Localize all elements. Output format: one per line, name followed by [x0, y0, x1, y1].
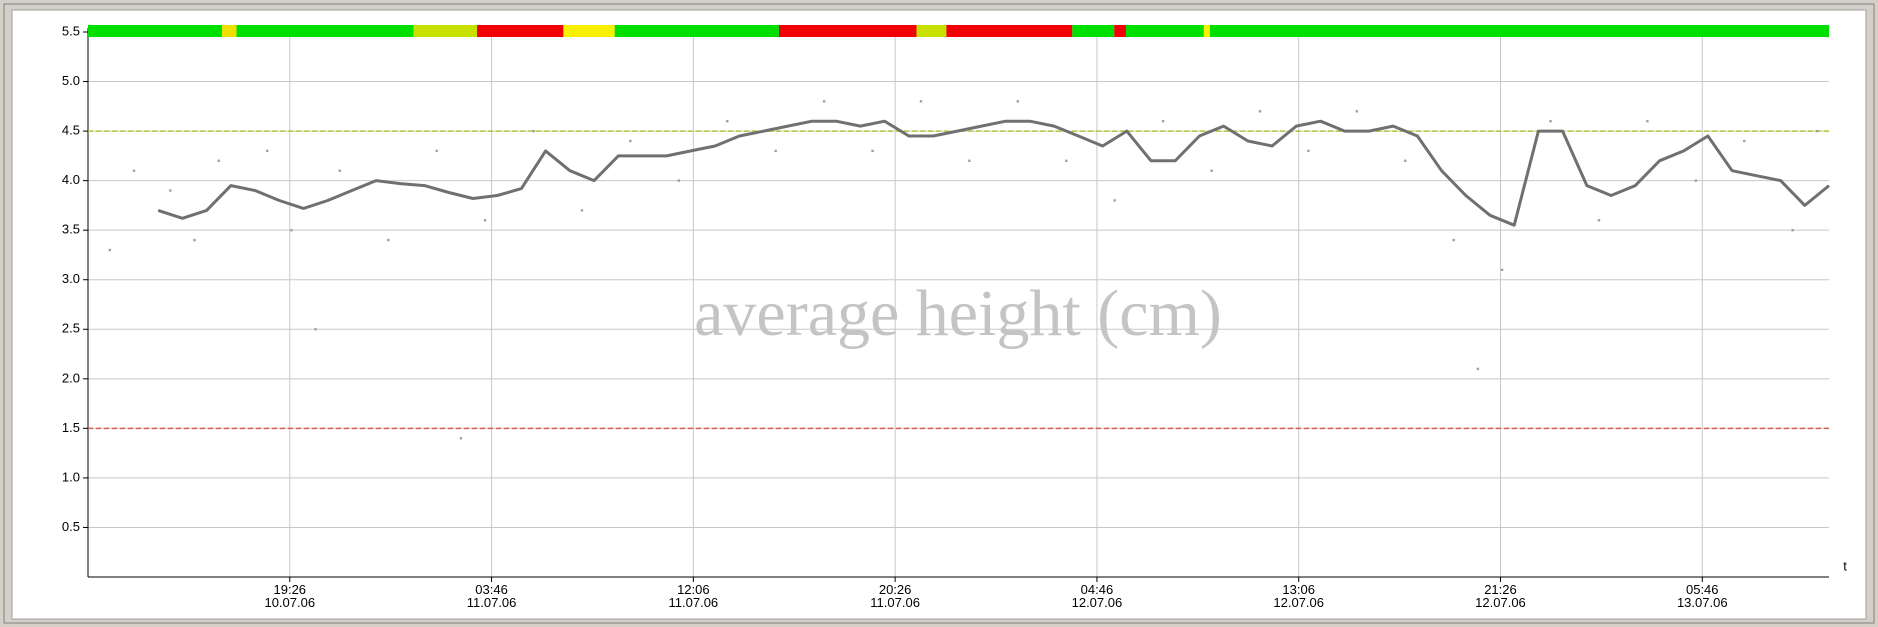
sample-point: [1743, 139, 1746, 143]
sample-point: [217, 159, 220, 163]
sample-point: [1500, 268, 1504, 272]
x-tick-label: 03:46 11.07.06: [466, 582, 517, 610]
sample-point: [1210, 169, 1213, 172]
x-tick-label: 20:26 11.07.06: [870, 582, 920, 610]
sample-point: [265, 149, 269, 153]
status-segment: [1114, 25, 1126, 37]
sample-point: [822, 100, 826, 103]
watermark-title: average height (cm): [694, 277, 1222, 350]
status-segment: [1125, 25, 1204, 37]
sample-point: [483, 219, 487, 222]
status-segment: [1209, 25, 1829, 37]
status-segment: [614, 25, 779, 37]
sample-point: [1597, 219, 1601, 222]
x-tick-label: 04:46 12.07.06: [1071, 582, 1123, 610]
sample-point: [338, 169, 342, 172]
sample-point: [1476, 367, 1480, 371]
sample-point: [1016, 100, 1020, 103]
sample-point: [1065, 159, 1068, 163]
average-line: [157, 119, 1830, 227]
sample-point: [1791, 228, 1794, 232]
y-tick-label: 3.0: [62, 271, 80, 286]
y-tick-label: 3.5: [62, 222, 80, 237]
x-tick-label: 12:06 11.07.06: [668, 582, 719, 610]
sample-point: [1815, 129, 1819, 133]
y-tick-label: 2.0: [62, 370, 80, 385]
x-axis-label: t: [1843, 558, 1847, 573]
y-tick-label: 5.5: [62, 23, 80, 38]
sample-point: [1646, 119, 1649, 123]
status-segment: [916, 25, 947, 37]
sample-point: [1161, 119, 1165, 123]
sample-point: [677, 179, 681, 182]
sample-point: [314, 328, 317, 331]
sample-point: [1549, 119, 1552, 123]
status-segment: [236, 25, 414, 37]
sample-point: [1452, 238, 1455, 242]
status-segment: [1072, 25, 1115, 37]
status-segment: [1203, 25, 1210, 37]
sample-point: [435, 149, 438, 153]
sample-point: [1113, 199, 1116, 202]
sample-point: [532, 129, 535, 133]
sample-point: [387, 238, 390, 242]
sample-point: [290, 228, 293, 232]
y-tick-label: 4.0: [62, 172, 80, 187]
status-segment: [778, 25, 917, 37]
sample-point: [968, 159, 971, 163]
sample-point: [132, 169, 136, 172]
sample-point: [1258, 110, 1262, 113]
sample-point: [726, 119, 729, 123]
status-segment: [946, 25, 1073, 37]
y-tick-label: 5.0: [62, 73, 80, 88]
sample-point: [1404, 159, 1407, 163]
y-tick-label: 4.5: [62, 123, 80, 138]
y-tick-label: 1.5: [62, 420, 80, 435]
sample-point: [1307, 149, 1310, 153]
sample-point: [580, 209, 584, 212]
status-segment: [221, 25, 237, 37]
sample-point: [1694, 179, 1698, 182]
y-tick-label: 0.5: [62, 519, 80, 534]
sample-point: [193, 238, 196, 242]
x-tick-label: 13:06 12.07.06: [1273, 582, 1324, 610]
status-segment: [563, 25, 615, 37]
sample-point: [459, 437, 463, 440]
sample-point: [169, 189, 172, 192]
y-tick-label: 1.0: [62, 469, 80, 484]
status-segment: [413, 25, 478, 37]
sample-point: [108, 248, 111, 252]
y-tick-label: 2.5: [62, 321, 80, 336]
plot-background: [11, 9, 1867, 620]
x-tick-label: 21:26 12.07.06: [1475, 582, 1526, 610]
sample-point: [1355, 110, 1359, 113]
status-segment: [477, 25, 564, 37]
sample-point: [774, 149, 777, 153]
sample-point: [919, 100, 923, 103]
x-tick-label: 19:26 10.07.06: [264, 582, 316, 610]
x-tick-label: 05:46 13.07.06: [1676, 582, 1728, 610]
sample-point: [629, 139, 632, 143]
sample-point: [871, 149, 874, 153]
status-segment: [88, 25, 222, 37]
